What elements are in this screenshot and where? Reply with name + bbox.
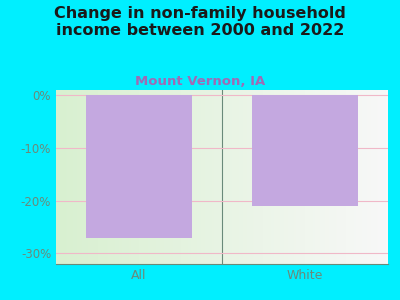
Text: Mount Vernon, IA: Mount Vernon, IA [135, 75, 265, 88]
Bar [252, 95, 358, 206]
Bar [86, 95, 192, 238]
Text: Change in non-family household
income between 2000 and 2022: Change in non-family household income be… [54, 6, 346, 38]
